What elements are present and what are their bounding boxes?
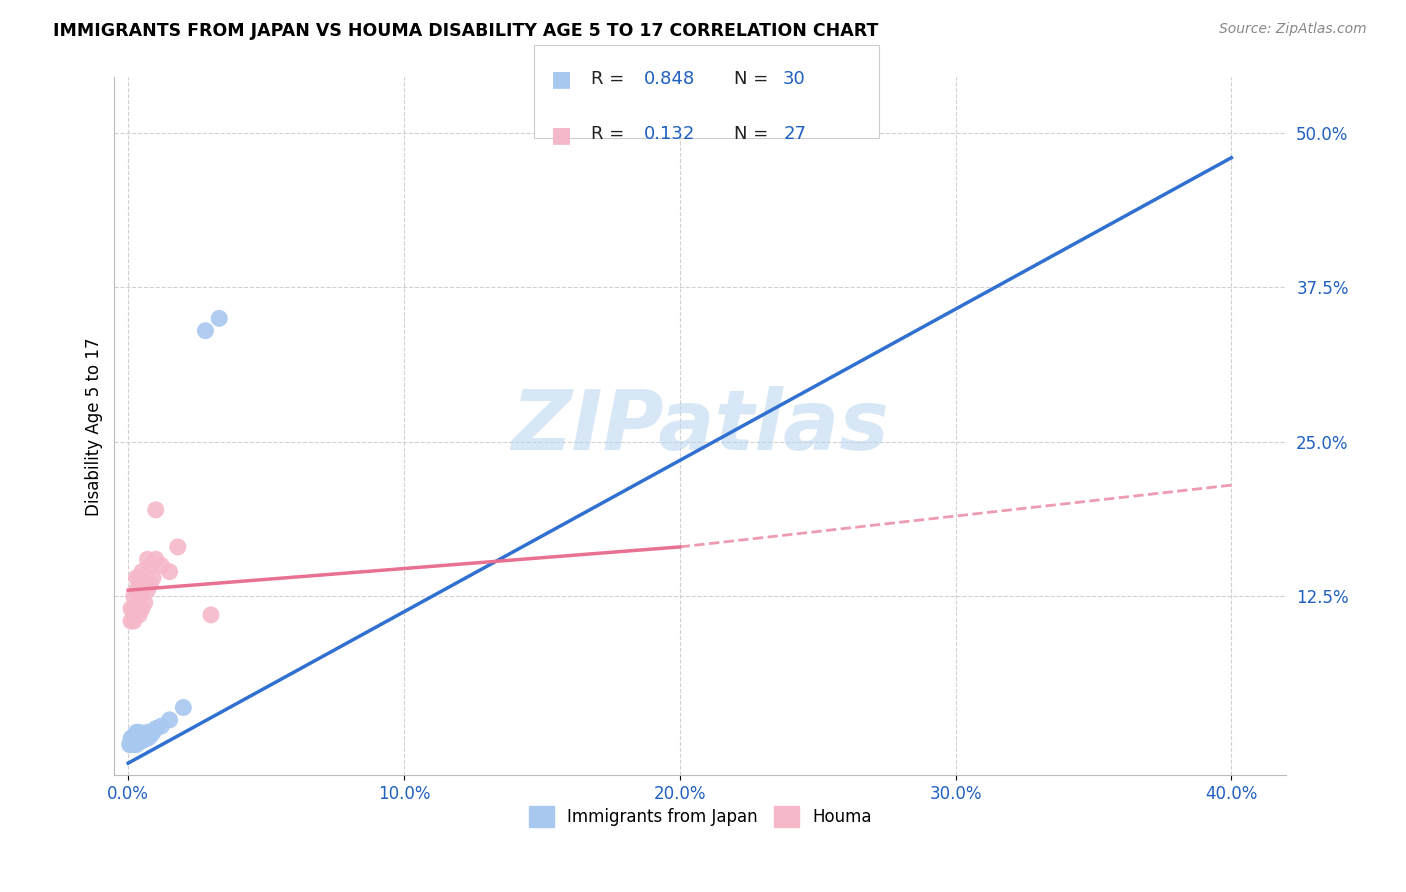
Point <box>194 324 217 338</box>
Point <box>122 614 145 628</box>
Text: N =: N = <box>734 70 773 87</box>
Text: N =: N = <box>734 125 773 143</box>
Text: ■: ■ <box>551 70 572 89</box>
Text: R =: R = <box>591 125 630 143</box>
Point <box>134 731 156 746</box>
Point <box>122 590 145 604</box>
Point <box>120 738 142 752</box>
Text: 0.848: 0.848 <box>644 70 695 87</box>
Text: ZIPatlas: ZIPatlas <box>512 386 890 467</box>
Point <box>139 558 162 573</box>
Text: Source: ZipAtlas.com: Source: ZipAtlas.com <box>1219 22 1367 37</box>
Point <box>121 738 143 752</box>
Point <box>131 729 153 743</box>
Point <box>125 734 148 748</box>
Point <box>166 540 188 554</box>
Point <box>128 725 150 739</box>
Point <box>159 713 181 727</box>
Point <box>200 607 222 622</box>
Point <box>120 614 142 628</box>
Point <box>150 558 173 573</box>
Text: 30: 30 <box>783 70 806 87</box>
Y-axis label: Disability Age 5 to 17: Disability Age 5 to 17 <box>86 337 103 516</box>
Point <box>125 731 148 746</box>
Point <box>142 571 165 585</box>
Text: 27: 27 <box>783 125 806 143</box>
Legend: Immigrants from Japan, Houma: Immigrants from Japan, Houma <box>522 800 879 833</box>
Point <box>131 734 153 748</box>
Point <box>159 565 181 579</box>
Point <box>125 583 148 598</box>
Point <box>136 731 159 746</box>
Point <box>122 731 145 746</box>
Point <box>131 565 153 579</box>
Point <box>145 503 167 517</box>
Point <box>136 725 159 739</box>
Point <box>131 583 153 598</box>
Point <box>120 601 142 615</box>
Point <box>136 552 159 566</box>
Point <box>122 729 145 743</box>
Point <box>134 577 156 591</box>
Point <box>208 311 231 326</box>
Point <box>136 583 159 598</box>
Point <box>139 577 162 591</box>
Point <box>125 729 148 743</box>
Point <box>125 571 148 585</box>
Point <box>125 601 148 615</box>
Text: 0.132: 0.132 <box>644 125 696 143</box>
Point <box>134 595 156 609</box>
Text: ■: ■ <box>551 125 572 145</box>
Point <box>125 725 148 739</box>
Point <box>120 731 142 746</box>
Point <box>128 607 150 622</box>
Point <box>122 734 145 748</box>
Point <box>139 729 162 743</box>
Point <box>122 601 145 615</box>
Point <box>122 738 145 752</box>
Point <box>128 731 150 746</box>
Point <box>128 590 150 604</box>
Point <box>118 738 141 752</box>
Point <box>134 729 156 743</box>
Point <box>128 571 150 585</box>
Point <box>128 734 150 748</box>
Point <box>142 725 165 739</box>
Point <box>145 722 167 736</box>
Point <box>150 719 173 733</box>
Point <box>145 552 167 566</box>
Text: R =: R = <box>591 70 630 87</box>
Text: IMMIGRANTS FROM JAPAN VS HOUMA DISABILITY AGE 5 TO 17 CORRELATION CHART: IMMIGRANTS FROM JAPAN VS HOUMA DISABILIT… <box>53 22 879 40</box>
Point <box>125 738 148 752</box>
Point <box>172 700 194 714</box>
Point <box>131 601 153 615</box>
